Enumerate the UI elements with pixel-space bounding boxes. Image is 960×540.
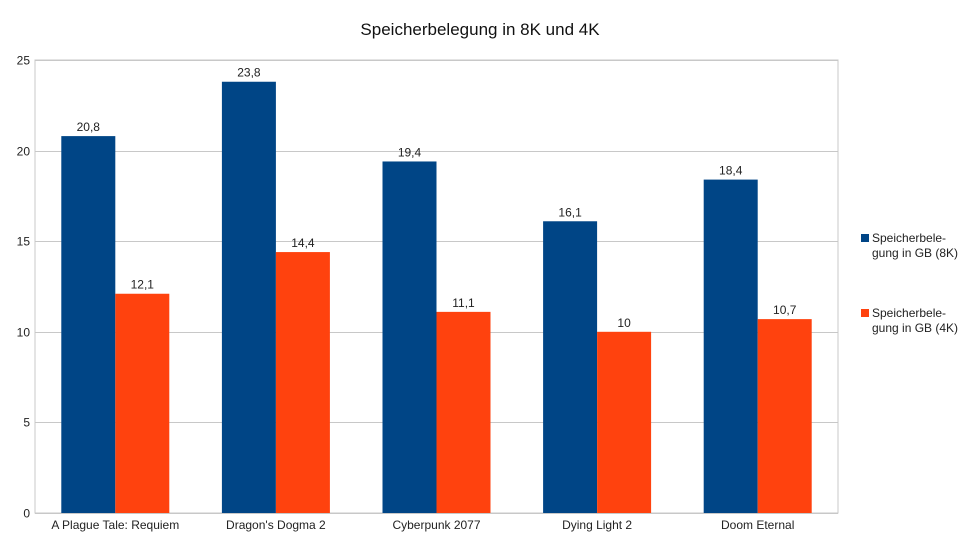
data-label: 11,1 <box>452 296 475 310</box>
x-tick-label: Dying Light 2 <box>562 518 632 532</box>
x-tick-label: Cyberpunk 2077 <box>392 518 480 532</box>
bar <box>703 179 758 514</box>
x-tick-label: Doom Eternal <box>721 518 794 532</box>
y-tick-label: 15 <box>17 235 31 249</box>
data-label: 18,4 <box>719 164 743 178</box>
y-tick-label: 25 <box>17 54 31 68</box>
bar <box>275 252 330 513</box>
data-label: 10,7 <box>773 303 797 317</box>
bar <box>597 331 652 513</box>
bar <box>115 293 170 513</box>
data-label: 16,1 <box>558 205 582 219</box>
x-axis: A Plague Tale: Requiem Dragon's Dogma 2 Cy… <box>51 518 794 532</box>
x-tick-label: Dragon's Dogma 2 <box>226 518 326 532</box>
data-label: 12,1 <box>131 278 155 292</box>
legend-label: Speicherbele-gung in GB (4K) <box>872 306 958 335</box>
data-label: 20,8 <box>77 120 101 134</box>
legend-swatch <box>861 309 869 317</box>
bar <box>382 161 437 514</box>
data-label: 19,4 <box>398 145 422 159</box>
bar <box>436 311 491 513</box>
data-label: 23,8 <box>237 66 261 80</box>
y-tick-label: 20 <box>17 145 31 159</box>
x-tick-label: A Plague Tale: Requiem <box>51 518 179 532</box>
bar <box>221 81 276 513</box>
y-axis: 0 5 10 15 20 25 <box>17 54 31 521</box>
bar <box>757 319 812 513</box>
bars <box>61 81 812 514</box>
legend: Speicherbele-gung in GB (8K) Speicherbele… <box>861 231 958 335</box>
y-tick-label: 5 <box>23 416 30 430</box>
bar <box>61 136 116 513</box>
data-label: 10 <box>617 316 631 330</box>
legend-label: Speicherbele-gung in GB (8K) <box>872 231 958 260</box>
bar <box>543 221 598 513</box>
y-tick-label: 10 <box>17 326 31 340</box>
chart-title: Speicherbelegung in 8K und 4K <box>360 20 600 39</box>
data-label: 14,4 <box>291 236 315 250</box>
y-tick-label: 0 <box>23 507 30 521</box>
data-labels: 20,8 12,1 23,8 14,4 19,4 11,1 16,1 10 18,4 10,7 <box>77 66 797 330</box>
legend-swatch <box>861 234 869 242</box>
